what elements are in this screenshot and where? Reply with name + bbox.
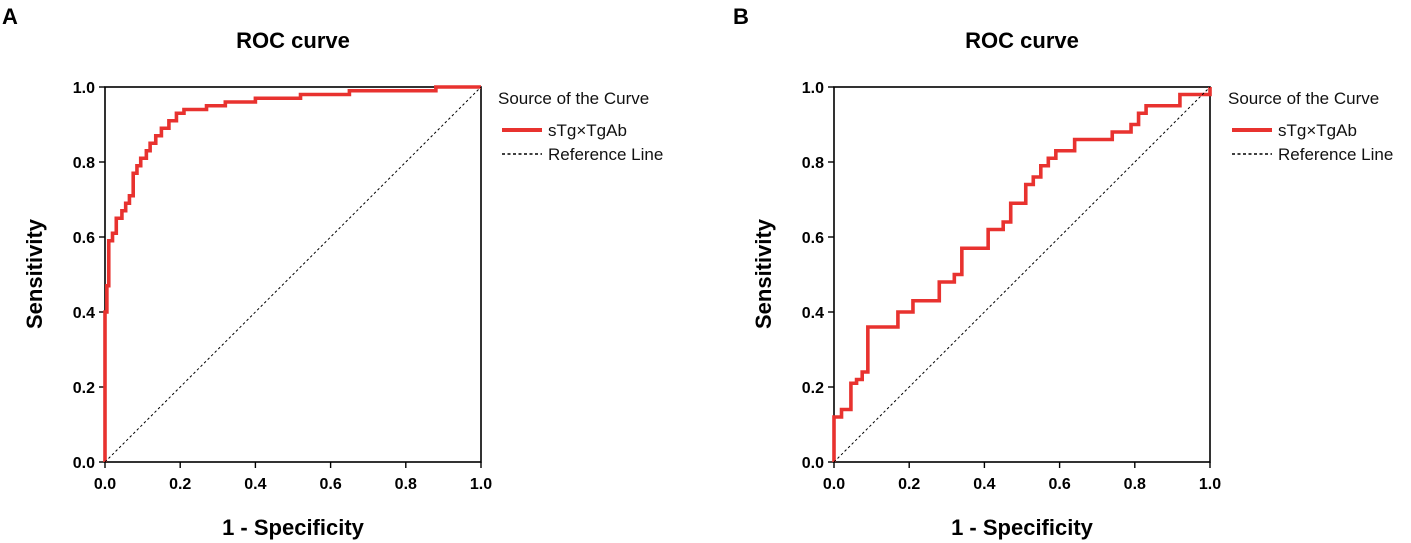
legend-entry-label: Reference Line (548, 145, 663, 164)
chart-title-b: ROC curve (965, 28, 1079, 53)
roc-curve-line (832, 87, 1212, 462)
y-axis-title-a: Sensitivity (22, 218, 47, 329)
y-tick-label: 0.4 (73, 305, 95, 322)
legend-b: Source of the Curve sTg×TgAb Reference Lin… (1228, 89, 1393, 164)
y-tick-label: 0.2 (73, 380, 95, 397)
x-tick-label: 0.4 (244, 476, 266, 493)
chart-title-a: ROC curve (236, 28, 350, 53)
y-axis-title-b: Sensitivity (751, 218, 776, 329)
plot-area-a (103, 85, 482, 463)
ticks-a: 0.0 0.2 0.4 0.6 0.8 1.0 0.0 0.2 0.4 0.6 0.8 1.0 (73, 80, 492, 493)
legend-title: Source of the Curve (498, 89, 649, 108)
panel-label-a: A (2, 4, 18, 29)
y-tick-label: 0.6 (802, 230, 824, 247)
roc-curve-line (103, 85, 481, 462)
x-tick-label: 0.8 (395, 476, 417, 493)
plot-frame (104, 86, 482, 463)
reference-line (104, 86, 482, 463)
plot-area-b (832, 86, 1212, 463)
y-tick-label: 1.0 (802, 80, 824, 97)
x-axis-title-a: 1 - Specificity (222, 515, 365, 540)
y-tick-label: 1.0 (73, 80, 95, 97)
x-tick-label: 0.2 (898, 476, 920, 493)
x-tick-label: 0.0 (94, 476, 116, 493)
y-tick-label: 0.6 (73, 230, 95, 247)
legend-entry-label: sTg×TgAb (1278, 121, 1357, 140)
panel-label-b: B (733, 4, 749, 29)
y-tick-label: 0.0 (802, 455, 824, 472)
x-tick-label: 0.8 (1124, 476, 1146, 493)
legend-title: Source of the Curve (1228, 89, 1379, 108)
reference-line (833, 86, 1211, 463)
x-tick-label: 1.0 (470, 476, 492, 493)
x-tick-label: 0.0 (823, 476, 845, 493)
x-tick-label: 1.0 (1199, 476, 1221, 493)
y-tick-label: 0.8 (802, 155, 824, 172)
x-tick-label: 0.2 (169, 476, 191, 493)
legend-entry-label: sTg×TgAb (548, 121, 627, 140)
y-tick-label: 0.0 (73, 455, 95, 472)
y-tick-label: 0.2 (802, 380, 824, 397)
axes-a (104, 86, 482, 463)
x-axis-title-b: 1 - Specificity (951, 515, 1094, 540)
legend-a: Source of the Curve sTg×TgAb Reference Lin… (498, 89, 663, 164)
legend-entry-label: Reference Line (1278, 145, 1393, 164)
y-tick-label: 0.8 (73, 155, 95, 172)
panel-a: A ROC curve 1 - Specificity Sensitivity … (2, 4, 663, 540)
panel-b: B ROC curve 1 - Specificity Sensitivity … (733, 4, 1393, 540)
x-tick-label: 0.6 (319, 476, 341, 493)
ticks-b: 0.0 0.2 0.4 0.6 0.8 1.0 0.0 0.2 0.4 0.6 0.8 1.0 (802, 80, 1221, 493)
plot-frame (833, 86, 1211, 463)
x-tick-label: 0.4 (973, 476, 995, 493)
axes-b (833, 86, 1211, 463)
y-tick-label: 0.4 (802, 305, 824, 322)
x-tick-label: 0.6 (1048, 476, 1070, 493)
